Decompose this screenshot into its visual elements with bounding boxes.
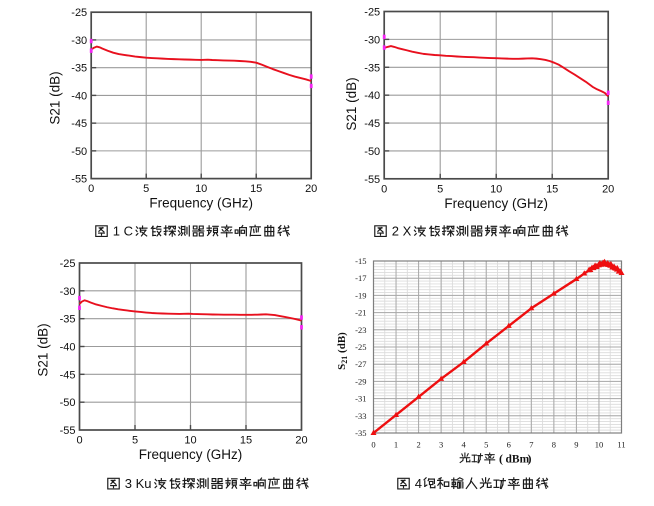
svg-text:-35: -35 (355, 428, 366, 438)
svg-text:Frequency (GHz): Frequency (GHz) (149, 196, 253, 211)
svg-text:2: 2 (416, 440, 420, 450)
svg-text:15: 15 (240, 435, 252, 447)
svg-text:11: 11 (617, 440, 625, 450)
svg-text:1 C: 1 C (109, 224, 133, 239)
svg-text:-25: -25 (60, 258, 76, 270)
svg-text:20: 20 (305, 183, 317, 195)
svg-text:9: 9 (574, 440, 578, 450)
svg-text:-19: -19 (355, 290, 366, 300)
svg-text:-30: -30 (71, 35, 87, 47)
svg-text:-50: -50 (364, 146, 380, 158)
svg-text:S21 (dB): S21 (dB) (344, 77, 359, 130)
svg-text:-17: -17 (355, 273, 366, 283)
svg-text:5: 5 (143, 183, 149, 195)
svg-text:dBm: dBm (506, 454, 530, 466)
svg-text:-45: -45 (71, 118, 87, 130)
svg-text:7: 7 (529, 440, 533, 450)
svg-text:15: 15 (250, 183, 262, 195)
svg-text:10: 10 (595, 440, 604, 450)
svg-text:-50: -50 (60, 397, 76, 409)
svg-text:-30: -30 (364, 34, 380, 46)
svg-text:-31: -31 (355, 394, 366, 404)
svg-text:5: 5 (437, 183, 443, 195)
svg-text:S21 (dB): S21 (dB) (47, 71, 62, 124)
svg-text:-25: -25 (71, 7, 87, 19)
svg-text:20: 20 (602, 183, 614, 195)
svg-text:-55: -55 (71, 174, 87, 186)
svg-text:20: 20 (295, 435, 307, 447)
svg-text:-27: -27 (355, 359, 366, 369)
svg-text:5: 5 (132, 435, 138, 447)
svg-text:-50: -50 (71, 146, 87, 158)
svg-text:6: 6 (507, 440, 511, 450)
svg-text:-55: -55 (60, 425, 76, 437)
svg-text:-45: -45 (364, 118, 380, 130)
svg-text:(: ( (499, 452, 503, 466)
svg-text:-35: -35 (71, 63, 87, 75)
svg-text:-40: -40 (364, 90, 380, 102)
svg-text:-33: -33 (355, 411, 366, 421)
svg-text:-29: -29 (355, 376, 366, 386)
svg-text:4: 4 (462, 440, 467, 450)
svg-text:0: 0 (371, 440, 375, 450)
svg-text:3 Ku: 3 Ku (121, 476, 151, 491)
svg-text:-35: -35 (60, 314, 76, 326)
svg-text:Frequency (GHz): Frequency (GHz) (444, 196, 548, 211)
svg-text:5: 5 (484, 440, 488, 450)
svg-text:10: 10 (490, 183, 502, 195)
svg-text:S21 (dB): S21 (dB) (36, 323, 51, 376)
svg-text:-35: -35 (364, 62, 380, 74)
svg-text:S21 (dB): S21 (dB) (336, 332, 349, 370)
svg-text:-25: -25 (355, 342, 366, 352)
svg-text:-40: -40 (60, 342, 76, 354)
svg-text:0: 0 (88, 183, 94, 195)
svg-text:15: 15 (546, 183, 558, 195)
svg-text:-23: -23 (355, 325, 366, 335)
svg-text:-15: -15 (355, 256, 366, 266)
svg-text:0: 0 (381, 183, 387, 195)
svg-text:8: 8 (552, 440, 556, 450)
svg-text:-55: -55 (364, 174, 380, 186)
svg-text:2 X: 2 X (388, 224, 411, 239)
svg-text:10: 10 (184, 435, 196, 447)
svg-text:10: 10 (195, 183, 207, 195)
svg-text:0: 0 (76, 435, 82, 447)
svg-text:-45: -45 (60, 369, 76, 381)
svg-text:-21: -21 (355, 308, 366, 318)
svg-text:): ) (528, 452, 532, 466)
svg-text:4: 4 (411, 476, 422, 491)
svg-text:-40: -40 (71, 90, 87, 102)
svg-text:-25: -25 (364, 7, 380, 19)
svg-text:1: 1 (394, 440, 398, 450)
svg-text:3: 3 (439, 440, 443, 450)
svg-text:Frequency (GHz): Frequency (GHz) (139, 447, 243, 462)
svg-text:-30: -30 (60, 286, 76, 298)
